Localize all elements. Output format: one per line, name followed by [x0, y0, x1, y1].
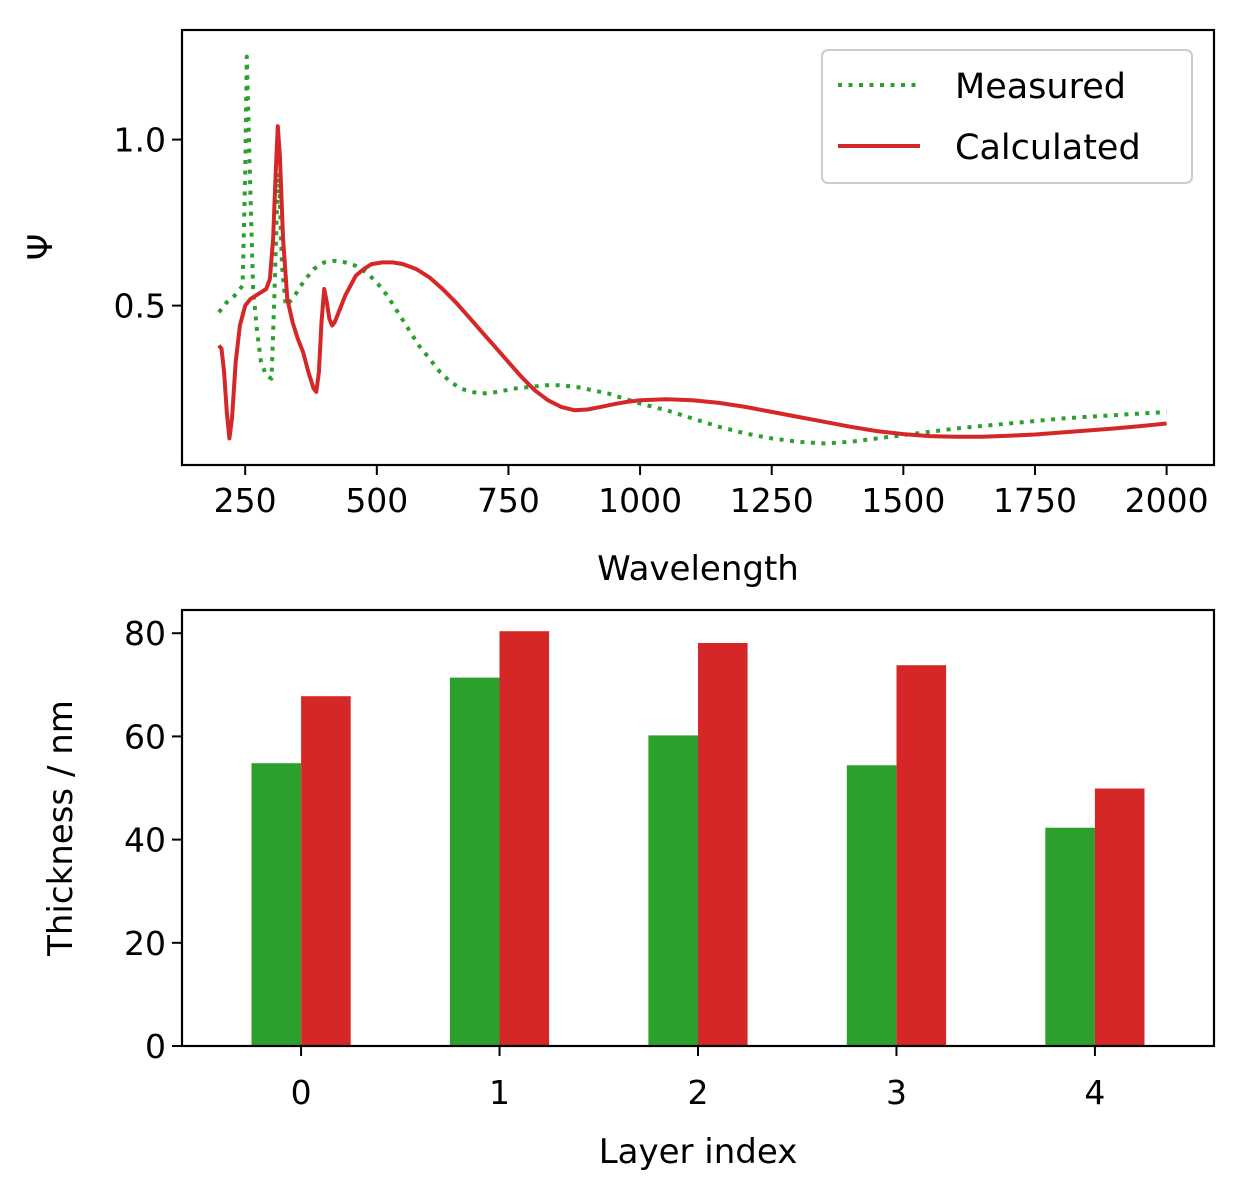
series-line-calculated	[217, 124, 1167, 441]
bar-x-tick-label: 4	[1084, 1073, 1105, 1112]
bar-series-0-layer-1	[449, 677, 500, 1046]
line-chart-x-axis-label: Wavelength	[597, 549, 799, 589]
series-line-measured	[217, 54, 1167, 446]
bar-y-tick-label: 0	[145, 1027, 166, 1066]
legend: Measured Calculated	[821, 49, 1193, 184]
line-chart-y-axis-label: Ψ	[21, 234, 61, 261]
bar-series-1-layer-2	[698, 643, 748, 1046]
bar-y-tick-label: 40	[124, 821, 166, 860]
line-x-tick-label: 1500	[861, 481, 945, 520]
bar-x-tick-label: 0	[291, 1073, 312, 1112]
line-x-tick-label: 250	[214, 481, 277, 520]
line-chart-series	[217, 54, 1167, 446]
line-x-tick-label: 1000	[598, 481, 682, 520]
line-x-tick-label: 1750	[993, 481, 1077, 520]
bar-y-tick-label: 20	[124, 924, 166, 963]
bar-x-tick-label: 2	[688, 1073, 709, 1112]
bar-series-0-layer-2	[648, 735, 698, 1046]
bar-series-1-layer-4	[1094, 788, 1145, 1046]
bar-series-0-layer-4	[1045, 827, 1095, 1046]
bar-x-tick-label: 3	[886, 1073, 907, 1112]
bar-chart-x-axis-label: Layer index	[599, 1132, 798, 1172]
bar-chart-x-ticks: 0 1 2 3 4	[291, 1046, 1105, 1112]
bar-chart-y-axis-label: Thickness / nm	[41, 700, 81, 957]
line-y-tick-label: 0.5	[114, 287, 166, 326]
line-chart-x-ticks: 250 500 750 1000 1250 1500 1750 2000	[214, 465, 1209, 520]
legend-measured-label: Measured	[955, 67, 1126, 107]
bar-y-tick-label: 80	[124, 614, 166, 653]
bar-series-1-layer-3	[896, 665, 947, 1046]
bar-series-1-layer-0	[301, 696, 351, 1046]
bar-chart-bars	[251, 631, 1145, 1046]
line-chart-y-ticks: 0.5 1.0	[114, 121, 182, 326]
bar-y-tick-label: 60	[124, 717, 166, 756]
bar-x-tick-label: 1	[489, 1073, 510, 1112]
line-x-tick-label: 1250	[730, 481, 814, 520]
legend-calculated-label: Calculated	[955, 128, 1141, 168]
bar-chart-y-ticks: 0 20 40 60 80	[124, 614, 182, 1066]
thickness-bar-chart: 0 1 2 3 4 0 20 40 60 80 Layer index Thickness / …	[41, 608, 1216, 1172]
line-x-tick-label: 500	[345, 481, 408, 520]
line-chart-frame	[180, 28, 1216, 467]
line-x-tick-label: 750	[477, 481, 540, 520]
bar-series-0-layer-0	[251, 763, 302, 1046]
psi-line-chart: 250 500 750 1000 1250 1500 1750 2000 0.5 1.0 Wav…	[21, 28, 1216, 589]
bar-series-1-layer-1	[499, 631, 550, 1046]
line-x-tick-label: 2000	[1125, 481, 1209, 520]
bar-series-0-layer-3	[846, 765, 897, 1046]
line-y-tick-label: 1.0	[114, 121, 166, 160]
